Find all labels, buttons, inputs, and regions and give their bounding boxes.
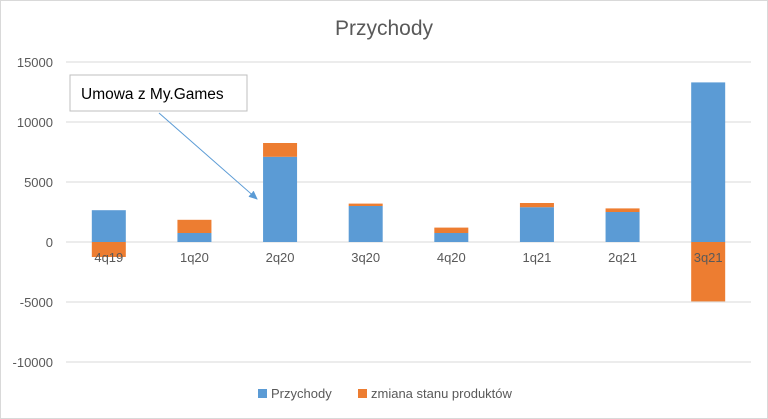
x-tick-label: 1q20 xyxy=(180,250,209,265)
bar-segment xyxy=(263,143,298,157)
x-tick-label: 2q21 xyxy=(608,250,637,265)
bar-segment xyxy=(177,233,212,242)
y-tick-label: -5000 xyxy=(20,295,53,310)
annotation-box xyxy=(69,74,248,112)
bar-segment xyxy=(348,206,383,242)
legend-label: Przychody xyxy=(271,386,332,401)
y-axis-ticks: 15000 10000 5000 0 -5000 -10000 xyxy=(13,55,53,370)
bar-segment xyxy=(434,227,469,233)
bar-series xyxy=(91,82,726,302)
bar-segment xyxy=(519,203,554,208)
annotation-text: Umowa z My.Games xyxy=(81,86,224,103)
x-tick-label: 2q20 xyxy=(266,250,295,265)
bar-segment xyxy=(605,208,640,212)
annotation-group: Umowa z My.Games xyxy=(69,74,258,200)
bar-segment xyxy=(348,203,383,206)
bar-segment xyxy=(691,82,726,243)
bar-segment xyxy=(263,156,298,242)
chart-title: Przychody xyxy=(335,17,434,40)
x-tick-label: 4q20 xyxy=(437,250,466,265)
bar-segment xyxy=(91,242,126,257)
legend-label: zmiana stanu produktów xyxy=(371,386,513,401)
y-tick-label: -10000 xyxy=(13,355,53,370)
bar-segment xyxy=(519,207,554,242)
x-tick-label: 4q19 xyxy=(94,250,123,265)
legend: Przychody zmiana stanu produktów xyxy=(258,386,513,401)
legend-swatch xyxy=(358,389,367,398)
bar-segment xyxy=(605,212,640,242)
x-tick-label: 1q21 xyxy=(522,250,551,265)
x-tick-label: 3q21 xyxy=(694,250,723,265)
bar-segment xyxy=(177,219,212,233)
y-tick-label: 5000 xyxy=(24,175,53,190)
y-tick-label: 0 xyxy=(46,235,53,250)
x-tick-label: 3q20 xyxy=(351,250,380,265)
y-tick-label: 10000 xyxy=(17,115,53,130)
y-tick-label: 15000 xyxy=(17,55,53,70)
x-axis-ticks: 4q19 1q20 2q20 3q20 4q20 1q21 2q21 3q21 xyxy=(94,250,722,265)
bar-segment xyxy=(434,233,469,242)
annotation-arrow xyxy=(158,112,258,200)
legend-swatch xyxy=(258,389,267,398)
bar-segment xyxy=(691,242,726,302)
bar-segment xyxy=(91,210,126,242)
